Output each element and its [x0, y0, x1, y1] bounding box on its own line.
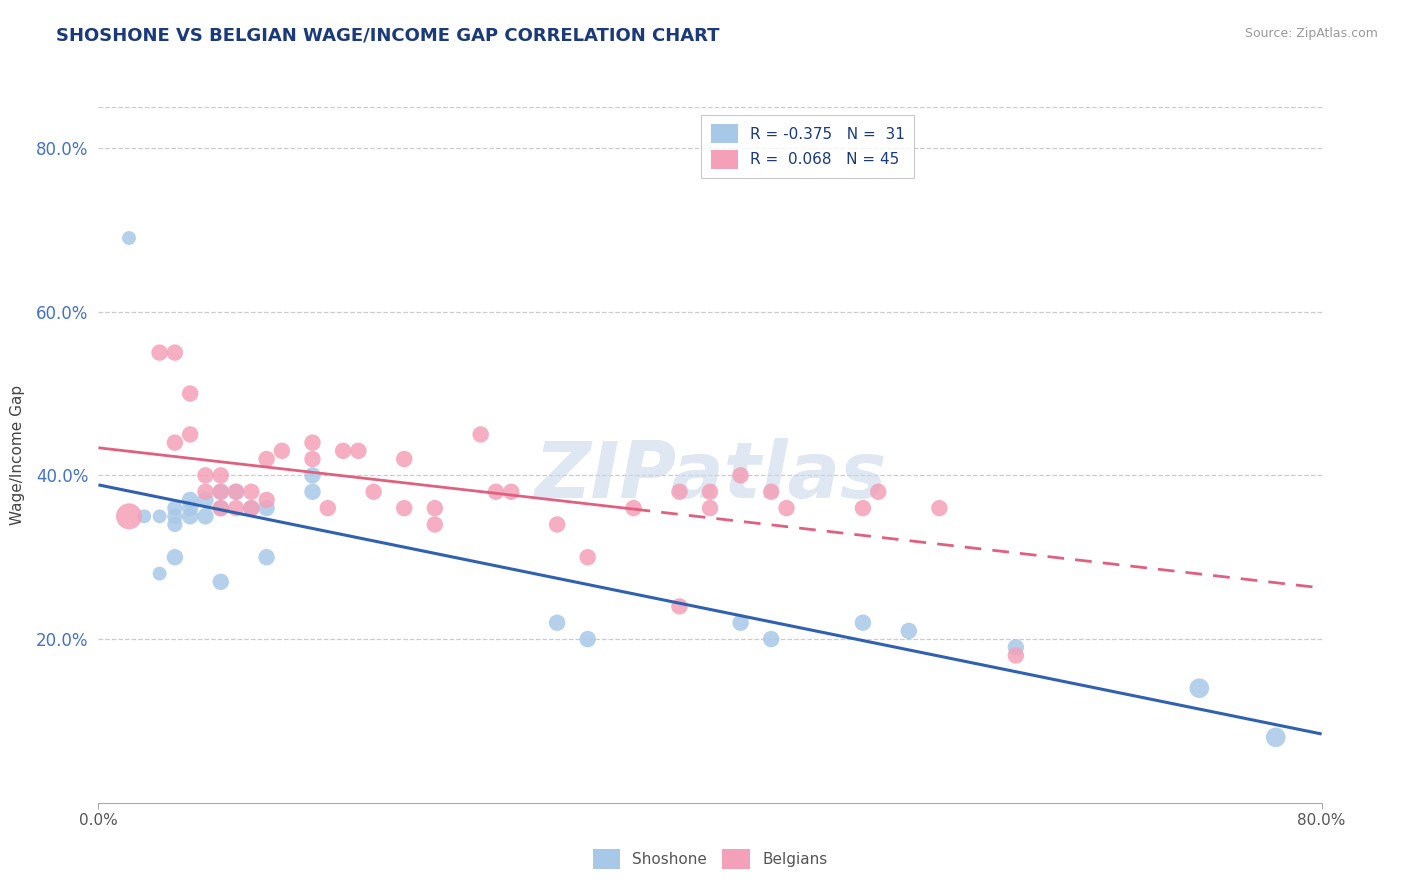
Point	[179, 386, 201, 401]
Point	[209, 501, 232, 516]
Point	[1188, 681, 1211, 696]
Point	[225, 484, 247, 499]
Point	[149, 345, 172, 359]
Point	[163, 550, 186, 565]
Point	[163, 345, 186, 359]
Point	[730, 615, 752, 630]
Point	[623, 501, 645, 516]
Point	[301, 435, 323, 450]
Point	[423, 501, 446, 516]
Point	[699, 501, 721, 516]
Text: ZIPatlas: ZIPatlas	[534, 438, 886, 514]
Point	[301, 468, 323, 483]
Point	[240, 484, 263, 499]
Point	[225, 484, 247, 499]
Point	[179, 492, 201, 507]
Point	[485, 484, 508, 499]
Point	[179, 501, 201, 516]
Point	[194, 492, 217, 507]
Point	[546, 517, 568, 532]
Point	[194, 484, 217, 499]
Legend: Shoshone, Belgians: Shoshone, Belgians	[586, 843, 834, 875]
Point	[501, 484, 523, 499]
Point	[209, 501, 232, 516]
Point	[1004, 640, 1026, 655]
Point	[423, 517, 446, 532]
Point	[897, 624, 920, 638]
Point	[852, 615, 875, 630]
Point	[209, 484, 232, 499]
Point	[256, 501, 278, 516]
Point	[759, 484, 782, 499]
Point	[576, 550, 599, 565]
Point	[301, 452, 323, 467]
Point	[730, 468, 752, 483]
Point	[209, 574, 232, 589]
Point	[118, 231, 141, 245]
Point	[256, 492, 278, 507]
Text: SHOSHONE VS BELGIAN WAGE/INCOME GAP CORRELATION CHART: SHOSHONE VS BELGIAN WAGE/INCOME GAP CORR…	[56, 27, 720, 45]
Point	[668, 484, 690, 499]
Point	[209, 468, 232, 483]
Point	[149, 566, 172, 581]
Point	[759, 632, 782, 646]
Y-axis label: Wage/Income Gap: Wage/Income Gap	[10, 384, 25, 525]
Point	[852, 501, 875, 516]
Point	[163, 509, 186, 524]
Point	[194, 509, 217, 524]
Point	[240, 501, 263, 516]
Text: Source: ZipAtlas.com: Source: ZipAtlas.com	[1244, 27, 1378, 40]
Point	[392, 452, 416, 467]
Point	[118, 509, 141, 524]
Point	[149, 509, 172, 524]
Point	[576, 632, 599, 646]
Point	[668, 599, 690, 614]
Point	[163, 517, 186, 532]
Point	[225, 501, 247, 516]
Point	[209, 484, 232, 499]
Point	[316, 501, 339, 516]
Point	[363, 484, 385, 499]
Point	[194, 468, 217, 483]
Point	[179, 509, 201, 524]
Point	[270, 443, 292, 458]
Point	[301, 484, 323, 499]
Point	[347, 443, 370, 458]
Point	[256, 452, 278, 467]
Point	[332, 443, 354, 458]
Point	[868, 484, 890, 499]
Point	[775, 501, 797, 516]
Point	[546, 615, 568, 630]
Point	[163, 435, 186, 450]
Point	[928, 501, 950, 516]
Point	[163, 501, 186, 516]
Point	[240, 501, 263, 516]
Point	[392, 501, 416, 516]
Point	[134, 509, 156, 524]
Point	[179, 427, 201, 442]
Point	[470, 427, 492, 442]
Point	[1264, 731, 1286, 745]
Point	[256, 550, 278, 565]
Point	[699, 484, 721, 499]
Point	[1004, 648, 1026, 663]
